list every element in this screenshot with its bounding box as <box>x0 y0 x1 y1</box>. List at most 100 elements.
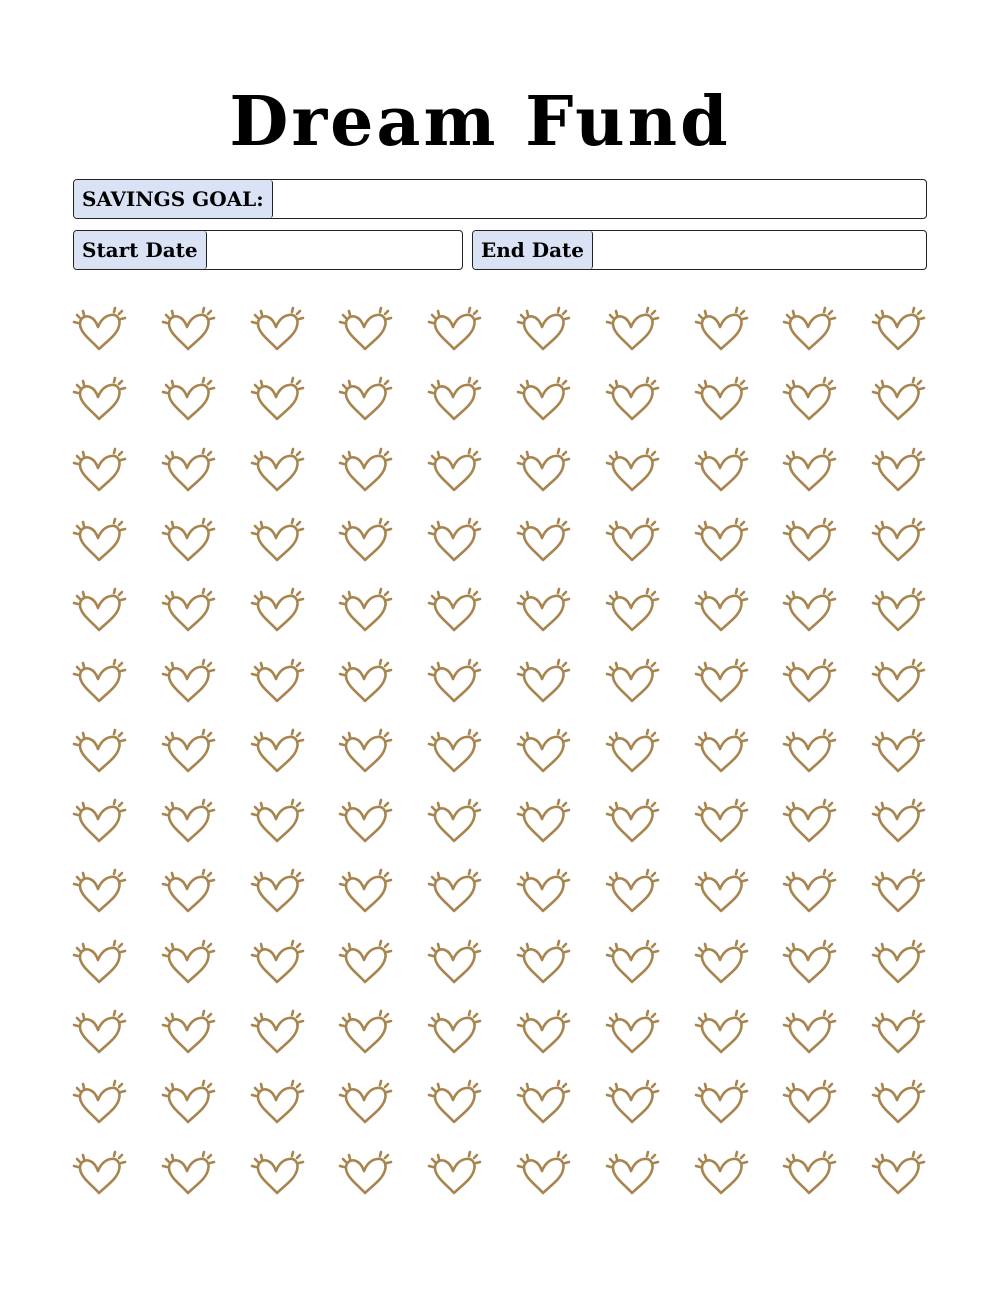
heart-icon[interactable] <box>427 305 483 351</box>
heart-icon[interactable] <box>871 727 927 773</box>
heart-icon[interactable] <box>338 516 394 562</box>
heart-icon[interactable] <box>427 938 483 984</box>
heart-icon[interactable] <box>250 305 306 351</box>
heart-icon[interactable] <box>782 516 838 562</box>
heart-icon[interactable] <box>871 1008 927 1054</box>
heart-icon[interactable] <box>72 1008 128 1054</box>
heart-icon[interactable] <box>605 516 661 562</box>
heart-icon[interactable] <box>161 797 217 843</box>
heart-icon[interactable] <box>605 727 661 773</box>
heart-icon[interactable] <box>72 1149 128 1195</box>
heart-icon[interactable] <box>250 586 306 632</box>
heart-icon[interactable] <box>871 938 927 984</box>
heart-icon[interactable] <box>871 657 927 703</box>
heart-icon[interactable] <box>871 586 927 632</box>
heart-icon[interactable] <box>338 446 394 492</box>
heart-icon[interactable] <box>516 305 572 351</box>
heart-icon[interactable] <box>161 1149 217 1195</box>
heart-icon[interactable] <box>871 516 927 562</box>
heart-icon[interactable] <box>72 727 128 773</box>
heart-icon[interactable] <box>871 867 927 913</box>
heart-icon[interactable] <box>427 1078 483 1124</box>
heart-icon[interactable] <box>605 867 661 913</box>
heart-icon[interactable] <box>161 1078 217 1124</box>
heart-icon[interactable] <box>605 586 661 632</box>
heart-icon[interactable] <box>161 375 217 421</box>
heart-icon[interactable] <box>694 586 750 632</box>
heart-icon[interactable] <box>782 797 838 843</box>
heart-icon[interactable] <box>338 1008 394 1054</box>
heart-icon[interactable] <box>516 797 572 843</box>
heart-icon[interactable] <box>694 797 750 843</box>
heart-icon[interactable] <box>871 1149 927 1195</box>
heart-icon[interactable] <box>250 1078 306 1124</box>
heart-icon[interactable] <box>782 1078 838 1124</box>
heart-icon[interactable] <box>161 305 217 351</box>
heart-icon[interactable] <box>516 516 572 562</box>
heart-icon[interactable] <box>161 516 217 562</box>
heart-icon[interactable] <box>338 797 394 843</box>
heart-icon[interactable] <box>516 657 572 703</box>
heart-icon[interactable] <box>72 867 128 913</box>
heart-icon[interactable] <box>694 938 750 984</box>
heart-icon[interactable] <box>427 727 483 773</box>
heart-icon[interactable] <box>72 305 128 351</box>
heart-icon[interactable] <box>516 446 572 492</box>
heart-icon[interactable] <box>605 657 661 703</box>
heart-icon[interactable] <box>694 446 750 492</box>
heart-icon[interactable] <box>338 938 394 984</box>
heart-icon[interactable] <box>427 446 483 492</box>
heart-icon[interactable] <box>250 446 306 492</box>
heart-icon[interactable] <box>871 797 927 843</box>
heart-icon[interactable] <box>782 305 838 351</box>
heart-icon[interactable] <box>338 1078 394 1124</box>
heart-icon[interactable] <box>782 938 838 984</box>
heart-icon[interactable] <box>516 1149 572 1195</box>
heart-icon[interactable] <box>516 1008 572 1054</box>
heart-icon[interactable] <box>72 797 128 843</box>
heart-icon[interactable] <box>782 867 838 913</box>
heart-icon[interactable] <box>782 375 838 421</box>
heart-icon[interactable] <box>694 305 750 351</box>
heart-icon[interactable] <box>782 657 838 703</box>
heart-icon[interactable] <box>338 1149 394 1195</box>
heart-icon[interactable] <box>250 867 306 913</box>
heart-icon[interactable] <box>782 727 838 773</box>
heart-icon[interactable] <box>427 1149 483 1195</box>
heart-icon[interactable] <box>72 375 128 421</box>
heart-icon[interactable] <box>338 375 394 421</box>
heart-icon[interactable] <box>871 446 927 492</box>
start-date-field[interactable]: Start Date <box>73 230 463 270</box>
heart-icon[interactable] <box>516 375 572 421</box>
heart-icon[interactable] <box>250 375 306 421</box>
heart-icon[interactable] <box>427 797 483 843</box>
heart-icon[interactable] <box>72 657 128 703</box>
heart-icon[interactable] <box>694 1078 750 1124</box>
heart-icon[interactable] <box>161 657 217 703</box>
heart-icon[interactable] <box>605 305 661 351</box>
heart-icon[interactable] <box>72 938 128 984</box>
heart-icon[interactable] <box>427 586 483 632</box>
heart-icon[interactable] <box>161 867 217 913</box>
heart-icon[interactable] <box>161 1008 217 1054</box>
heart-icon[interactable] <box>338 586 394 632</box>
heart-icon[interactable] <box>250 657 306 703</box>
heart-icon[interactable] <box>605 797 661 843</box>
heart-icon[interactable] <box>605 375 661 421</box>
heart-icon[interactable] <box>427 375 483 421</box>
heart-icon[interactable] <box>605 1008 661 1054</box>
heart-icon[interactable] <box>161 938 217 984</box>
heart-icon[interactable] <box>72 446 128 492</box>
heart-icon[interactable] <box>605 938 661 984</box>
heart-icon[interactable] <box>871 305 927 351</box>
heart-icon[interactable] <box>338 657 394 703</box>
heart-icon[interactable] <box>161 446 217 492</box>
heart-icon[interactable] <box>605 446 661 492</box>
heart-icon[interactable] <box>250 727 306 773</box>
heart-icon[interactable] <box>72 586 128 632</box>
heart-icon[interactable] <box>427 657 483 703</box>
heart-icon[interactable] <box>694 657 750 703</box>
heart-icon[interactable] <box>427 867 483 913</box>
heart-icon[interactable] <box>427 516 483 562</box>
heart-icon[interactable] <box>516 867 572 913</box>
